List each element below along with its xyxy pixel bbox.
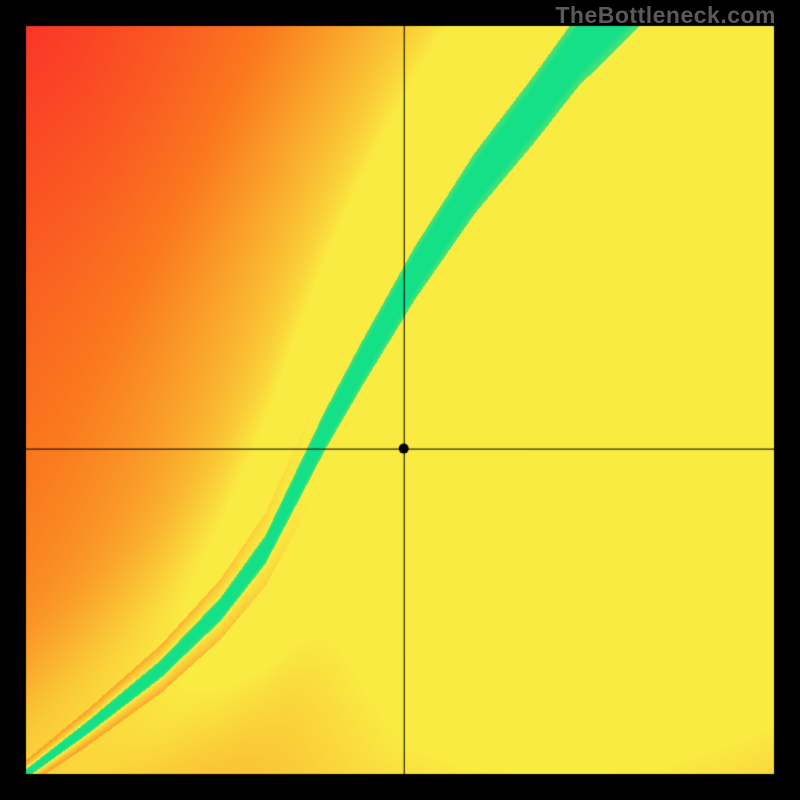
- chart-container: TheBottleneck.com: [0, 0, 800, 800]
- heatmap-canvas: [0, 0, 800, 800]
- watermark-text: TheBottleneck.com: [555, 2, 776, 29]
